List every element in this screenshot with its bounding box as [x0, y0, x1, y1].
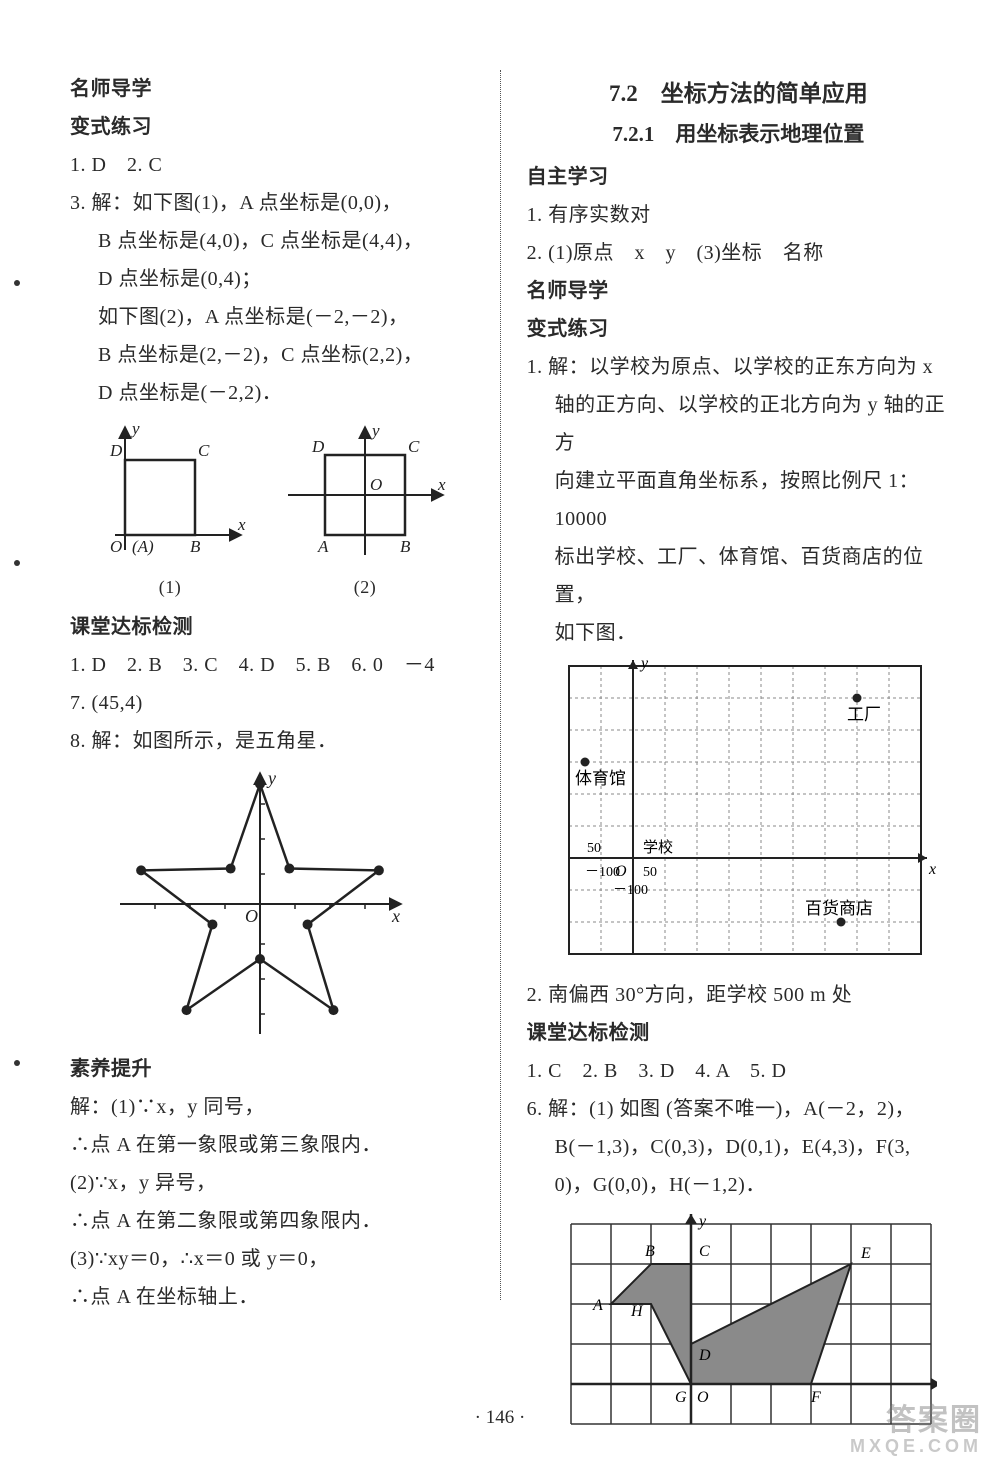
heading: 变式练习 — [527, 310, 950, 348]
answer-line: 8. 解：如图所示，是五角星． — [70, 722, 474, 760]
text-line: 如下图． — [527, 614, 950, 652]
svg-text:y: y — [697, 1213, 707, 1230]
left-column: 名师导学 变式练习 1. D 2. C 3. 解：如下图(1)，A 点坐标是(0… — [70, 70, 474, 1432]
svg-text:A: A — [592, 1297, 603, 1314]
text-line: 0)，G(0,0)，H(－1,2)． — [527, 1166, 950, 1204]
heading: 课堂达标检测 — [70, 608, 474, 646]
label-C: C — [198, 441, 210, 460]
column-separator — [500, 70, 501, 1300]
label-C: C — [408, 437, 420, 456]
label-x: x — [437, 475, 446, 494]
caption: (1) — [90, 570, 250, 604]
svg-text:D: D — [698, 1347, 711, 1364]
solution-line: ∴点 A 在第一象限或第三象限内． — [70, 1126, 474, 1164]
solution-line: D 点坐标是(－2,2)． — [70, 374, 474, 412]
answer-line: 1. D 2. C — [70, 146, 474, 184]
star-diagram: O x y — [110, 764, 474, 1044]
map-grid: yxO工厂体育馆百货商店学校5050－100－100 — [557, 658, 950, 968]
label-y: y — [266, 768, 276, 788]
label-D: D — [109, 441, 123, 460]
solution-line: (2)∵x，y 异号， — [70, 1164, 474, 1202]
solution-line: B 点坐标是(4,0)，C 点坐标是(4,4)， — [70, 222, 474, 260]
label-A: (A) — [132, 537, 154, 556]
svg-text:C: C — [699, 1243, 710, 1260]
text-line: 1. 解：以学校为原点、以学校的正东方向为 x — [527, 348, 950, 386]
text-line: 轴的正方向、以学校的正北方向为 y 轴的正方 — [527, 386, 950, 462]
label-x: x — [237, 515, 246, 534]
svg-text:工厂: 工厂 — [847, 705, 881, 724]
svg-text:y: y — [639, 658, 649, 672]
text-line: 2. 南偏西 30°方向，距学校 500 m 处 — [527, 976, 950, 1014]
watermark-text: 答案圈 — [886, 1404, 982, 1437]
svg-text:50: 50 — [643, 865, 657, 880]
section-title: 7.2 坐标方法的简单应用 — [527, 74, 950, 108]
text-line: 2. (1)原点 x y (3)坐标 名称 — [527, 234, 950, 272]
answer-line: 1. D 2. B 3. C 4. D 5. B 6. 0 －4 — [70, 646, 474, 684]
text-line: 标出学校、工厂、体育馆、百货商店的位置， — [527, 538, 950, 614]
svg-text:－100: －100 — [613, 883, 648, 898]
heading: 变式练习 — [70, 108, 474, 146]
diagram-row: O (A) B C D x y (1) — [90, 420, 474, 604]
label-A: A — [317, 537, 329, 556]
svg-text:B: B — [645, 1243, 655, 1260]
svg-text:x: x — [928, 861, 936, 878]
heading: 名师导学 — [527, 272, 950, 310]
svg-text:50: 50 — [587, 841, 601, 856]
svg-text:－100: －100 — [585, 865, 620, 880]
heading: 素养提升 — [70, 1050, 474, 1088]
diagram-1: O (A) B C D x y (1) — [90, 420, 250, 604]
heading: 自主学习 — [527, 158, 950, 196]
polygon-diagram: yxOABCDEFGH — [557, 1212, 950, 1432]
solution-line: D 点坐标是(0,4)； — [70, 260, 474, 298]
svg-text:O: O — [697, 1389, 709, 1406]
heading: 名师导学 — [70, 70, 474, 108]
svg-text:体育馆: 体育馆 — [575, 769, 626, 788]
text-line: 向建立平面直角坐标系，按照比例尺 1：10000 — [527, 462, 950, 538]
svg-text:G: G — [675, 1389, 687, 1406]
text-line: 1. 有序实数对 — [527, 196, 950, 234]
solution-line: B 点坐标是(2,－2)，C 点坐标(2,2)， — [70, 336, 474, 374]
diagram-2: O A B C D x y (2) — [280, 420, 450, 604]
answer-line: 1. C 2. B 3. D 4. A 5. D — [527, 1052, 950, 1090]
text-line: B(－1,3)，C(0,3)，D(0,1)，E(4,3)，F(3, — [527, 1128, 950, 1166]
label-O: O — [110, 537, 122, 556]
heading: 课堂达标检测 — [527, 1014, 950, 1052]
svg-text:百货商店: 百货商店 — [805, 899, 873, 918]
watermark-url: MXQE.COM — [850, 1437, 982, 1457]
svg-text:F: F — [810, 1389, 821, 1406]
label-D: D — [311, 437, 325, 456]
svg-text:E: E — [860, 1245, 871, 1262]
solution-line: ∴点 A 在第二象限或第四象限内． — [70, 1202, 474, 1240]
label-y: y — [130, 420, 140, 438]
label-O: O — [245, 906, 258, 926]
label-B: B — [400, 537, 411, 556]
solution-line: 解：(1)∵x，y 同号， — [70, 1088, 474, 1126]
text-line: 6. 解：(1) 如图 (答案不唯一)，A(－2，2)， — [527, 1090, 950, 1128]
label-B: B — [190, 537, 201, 556]
label-x: x — [391, 906, 400, 926]
svg-text:H: H — [630, 1303, 644, 1320]
sub-title: 7.2.1 用坐标表示地理位置 — [527, 118, 950, 148]
right-column: 7.2 坐标方法的简单应用 7.2.1 用坐标表示地理位置 自主学习 1. 有序… — [527, 70, 950, 1432]
solution-line: 如下图(2)，A 点坐标是(－2,－2)， — [70, 298, 474, 336]
solution-line: 3. 解：如下图(1)，A 点坐标是(0,0)， — [70, 184, 474, 222]
answer-line: 7. (45,4) — [70, 684, 474, 722]
svg-text:学校: 学校 — [643, 839, 673, 856]
label-O: O — [370, 475, 382, 494]
caption: (2) — [280, 570, 450, 604]
label-y: y — [370, 421, 380, 440]
watermark: 答案圈 MXQE.COM — [850, 1404, 982, 1457]
solution-line: (3)∵xy＝0，∴x＝0 或 y＝0， — [70, 1240, 474, 1278]
solution-line: ∴点 A 在坐标轴上． — [70, 1278, 474, 1316]
